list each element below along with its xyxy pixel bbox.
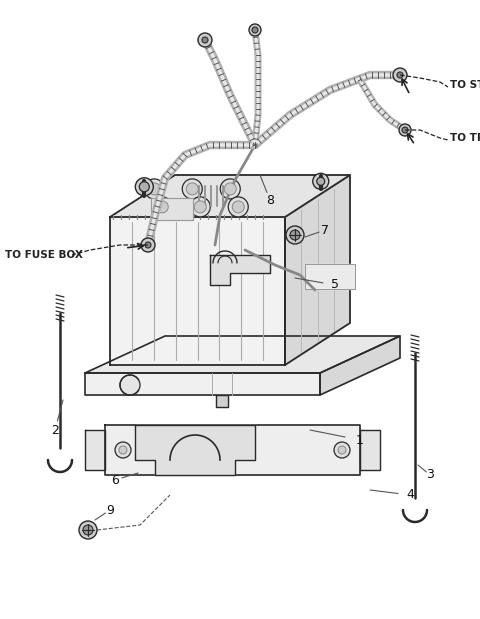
Circle shape — [399, 124, 411, 136]
Circle shape — [220, 179, 240, 199]
Circle shape — [83, 525, 93, 535]
Circle shape — [152, 197, 172, 217]
Text: 1: 1 — [356, 433, 364, 446]
Circle shape — [135, 178, 153, 196]
Circle shape — [249, 24, 261, 36]
Text: 3: 3 — [426, 469, 434, 482]
Circle shape — [148, 183, 160, 195]
Polygon shape — [135, 425, 255, 475]
Polygon shape — [151, 198, 193, 220]
Circle shape — [402, 127, 408, 133]
Circle shape — [313, 173, 329, 189]
Circle shape — [286, 226, 304, 244]
Text: 2: 2 — [51, 423, 59, 436]
Circle shape — [182, 179, 202, 199]
Text: 6: 6 — [111, 474, 119, 487]
Circle shape — [156, 201, 168, 213]
Circle shape — [393, 68, 407, 82]
Circle shape — [317, 177, 325, 185]
Polygon shape — [360, 430, 380, 470]
Circle shape — [194, 201, 206, 213]
Text: 7: 7 — [321, 223, 329, 236]
Polygon shape — [320, 336, 400, 395]
Circle shape — [338, 446, 346, 454]
Circle shape — [119, 446, 127, 454]
Circle shape — [397, 72, 403, 78]
Circle shape — [202, 37, 208, 43]
Polygon shape — [285, 175, 350, 365]
Polygon shape — [85, 373, 320, 395]
Polygon shape — [85, 336, 400, 373]
Text: TO TRANSMISSION: TO TRANSMISSION — [450, 133, 480, 143]
Polygon shape — [110, 217, 285, 365]
Text: TO FUSE BOX: TO FUSE BOX — [5, 250, 83, 260]
Polygon shape — [110, 175, 350, 217]
Circle shape — [224, 183, 236, 195]
Text: TO STARTER: TO STARTER — [450, 80, 480, 90]
Circle shape — [186, 183, 198, 195]
Circle shape — [145, 242, 151, 248]
Circle shape — [334, 442, 350, 458]
Circle shape — [198, 33, 212, 47]
Circle shape — [141, 238, 155, 252]
Polygon shape — [85, 430, 105, 470]
Polygon shape — [304, 264, 355, 288]
Circle shape — [79, 521, 97, 539]
Circle shape — [139, 182, 149, 192]
Circle shape — [190, 197, 210, 217]
Polygon shape — [210, 255, 270, 285]
Polygon shape — [105, 425, 360, 475]
Text: 8: 8 — [266, 194, 274, 207]
Circle shape — [120, 375, 140, 395]
Circle shape — [144, 179, 164, 199]
Circle shape — [232, 201, 244, 213]
Text: 9: 9 — [106, 503, 114, 516]
Circle shape — [252, 27, 258, 33]
Circle shape — [290, 230, 300, 240]
Polygon shape — [216, 395, 228, 407]
Circle shape — [228, 197, 248, 217]
Text: 4: 4 — [406, 488, 414, 501]
Circle shape — [115, 442, 131, 458]
Text: 5: 5 — [331, 279, 339, 292]
